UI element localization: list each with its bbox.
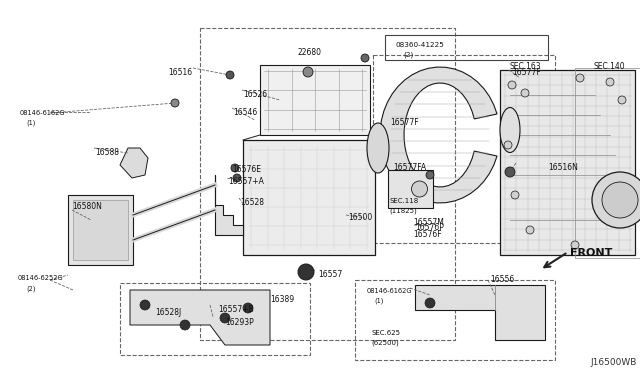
Circle shape (171, 99, 179, 107)
Text: 16526: 16526 (243, 90, 267, 99)
Circle shape (508, 81, 516, 89)
Circle shape (511, 191, 519, 199)
Text: 16588: 16588 (95, 148, 119, 157)
Text: 16556: 16556 (490, 275, 515, 284)
Circle shape (426, 171, 434, 179)
Text: 22680: 22680 (298, 48, 322, 57)
Bar (385, 35, 548, 60)
Text: 16516: 16516 (168, 68, 192, 77)
Circle shape (243, 303, 253, 313)
Text: 16293P: 16293P (225, 318, 253, 327)
Text: 16576E: 16576E (232, 165, 261, 174)
Text: 16576F: 16576F (413, 230, 442, 239)
Polygon shape (120, 148, 148, 178)
Polygon shape (388, 170, 433, 208)
Polygon shape (73, 200, 128, 260)
Circle shape (180, 320, 190, 330)
Text: (2): (2) (26, 285, 35, 292)
Circle shape (220, 313, 230, 323)
Polygon shape (500, 70, 635, 255)
Circle shape (303, 67, 313, 77)
Text: 16557M: 16557M (413, 218, 444, 227)
Polygon shape (130, 290, 270, 345)
Text: 16577F: 16577F (390, 118, 419, 127)
Circle shape (521, 89, 529, 97)
Text: 08146-6162G: 08146-6162G (367, 288, 413, 294)
Text: 16577FA: 16577FA (393, 163, 426, 172)
Ellipse shape (367, 123, 389, 173)
Text: 16516N: 16516N (548, 163, 578, 172)
Text: 16389: 16389 (270, 295, 294, 304)
Circle shape (226, 71, 234, 79)
Polygon shape (380, 67, 497, 203)
Text: (1): (1) (374, 298, 383, 305)
Text: 16500: 16500 (348, 213, 372, 222)
Text: (1): (1) (26, 120, 35, 126)
Circle shape (505, 167, 515, 177)
Text: 08146-6162G: 08146-6162G (20, 110, 65, 116)
Polygon shape (215, 175, 243, 235)
Polygon shape (243, 140, 375, 255)
Bar (120, 283, 310, 355)
Circle shape (526, 226, 534, 234)
Text: SEC.118: SEC.118 (389, 198, 419, 204)
Circle shape (361, 54, 369, 62)
Bar (373, 55, 555, 243)
Ellipse shape (500, 108, 520, 153)
Bar (355, 280, 555, 360)
Text: 16576P: 16576P (415, 223, 444, 232)
Text: 16557+A: 16557+A (228, 177, 264, 186)
Text: (11825): (11825) (389, 208, 417, 215)
Circle shape (606, 78, 614, 86)
Text: 16528J: 16528J (155, 308, 181, 317)
Text: SEC.625: SEC.625 (371, 330, 400, 336)
Circle shape (592, 172, 640, 228)
Polygon shape (68, 195, 133, 265)
Circle shape (618, 96, 626, 104)
Text: FRONT: FRONT (570, 248, 612, 258)
Text: 16557+B: 16557+B (218, 305, 253, 314)
Circle shape (298, 264, 314, 280)
Circle shape (140, 300, 150, 310)
Circle shape (231, 164, 239, 172)
Text: 16546: 16546 (233, 108, 257, 117)
Text: 16557: 16557 (318, 270, 342, 279)
Text: 08360-41225: 08360-41225 (396, 42, 445, 48)
Bar (575, 68, 640, 258)
Polygon shape (260, 65, 370, 135)
Circle shape (602, 182, 638, 218)
Text: 16528: 16528 (240, 198, 264, 207)
Circle shape (576, 74, 584, 82)
Text: J16500WB: J16500WB (590, 358, 636, 367)
Text: (62500): (62500) (371, 340, 399, 346)
Polygon shape (415, 285, 545, 340)
Text: SEC.140: SEC.140 (594, 62, 626, 71)
Circle shape (233, 174, 241, 182)
Text: SEC.163: SEC.163 (510, 62, 541, 71)
Circle shape (412, 181, 428, 197)
Text: 08146-6252G: 08146-6252G (18, 275, 63, 281)
Circle shape (504, 141, 512, 149)
Text: 16580N: 16580N (72, 202, 102, 211)
Bar (200, 28, 455, 340)
Text: 16577F: 16577F (512, 68, 541, 77)
Circle shape (571, 241, 579, 249)
Text: (2): (2) (403, 52, 413, 58)
Circle shape (425, 298, 435, 308)
